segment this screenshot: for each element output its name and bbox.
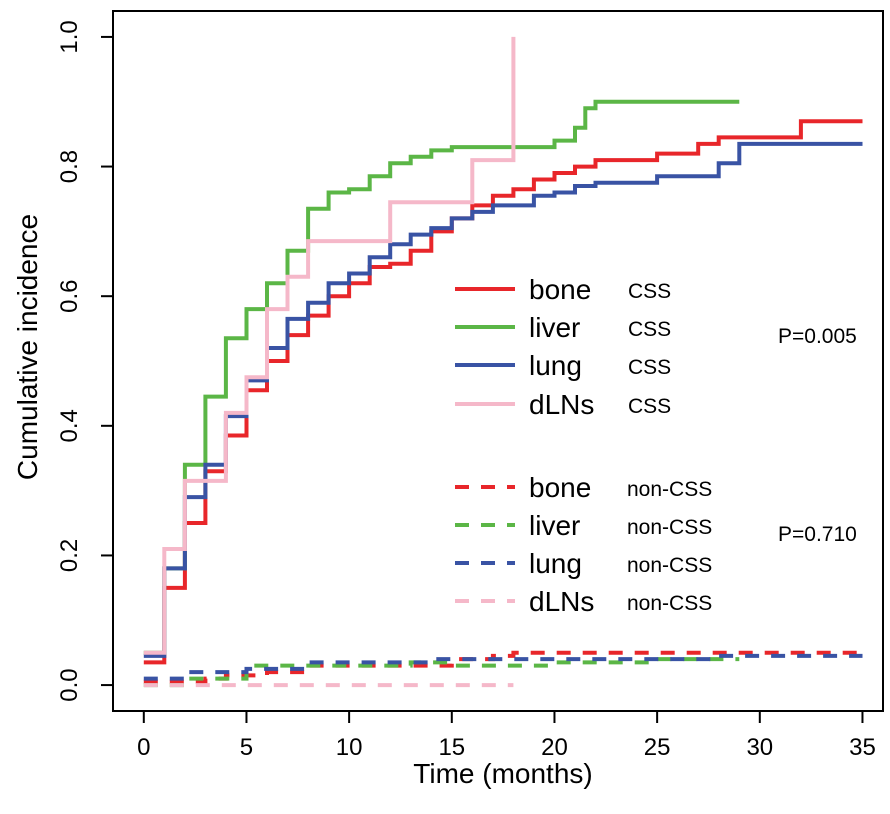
x-axis: 0 5 10 15 20 25 30 35 (137, 711, 876, 761)
legend-series-name: bone (529, 274, 591, 305)
legend-series-group: CSS (628, 280, 671, 303)
curve-bone-css (144, 121, 863, 662)
legend-series-name: dLNs (529, 389, 594, 420)
x-tick-label: 35 (849, 734, 876, 761)
legend-series-group: CSS (628, 395, 671, 418)
x-tick-label: 20 (541, 734, 568, 761)
x-axis-title: Time (months) (413, 758, 592, 789)
legend-series-name: bone (529, 472, 591, 503)
p-value-non-css: P=0.710 (778, 523, 857, 546)
y-tick-label: 0.2 (56, 539, 83, 572)
y-tick-label: 0.4 (56, 409, 83, 442)
legend-series-name: dLNs (529, 586, 594, 617)
y-tick-label: 1.0 (56, 20, 83, 53)
x-tick-label: 10 (336, 734, 363, 761)
p-value-css: P=0.005 (778, 325, 857, 348)
x-tick-label: 5 (240, 734, 253, 761)
curve-liver-non-css (144, 659, 740, 685)
curve-lung-css (144, 144, 863, 656)
legend: bone CSS liver CSS lung CSS dLNs CSS bone non-CSS… (455, 274, 712, 617)
curve-dlns-css (144, 37, 514, 653)
legend-series-name: liver (529, 312, 580, 343)
legend-series-group: non-CSS (627, 516, 712, 539)
legend-series-group: CSS (628, 356, 671, 379)
y-tick-label: 0.6 (56, 279, 83, 312)
legend-series-group: non-CSS (627, 592, 712, 615)
legend-series-group: non-CSS (627, 554, 712, 577)
y-tick-label: 0.8 (56, 150, 83, 183)
legend-series-group: CSS (628, 318, 671, 341)
legend-series-name: lung (529, 350, 582, 381)
y-axis-title: Cumulative incidence (12, 214, 43, 480)
x-tick-label: 25 (644, 734, 671, 761)
legend-series-name: lung (529, 548, 582, 579)
x-tick-label: 30 (746, 734, 773, 761)
x-tick-label: 15 (438, 734, 465, 761)
x-tick-label: 0 (137, 734, 150, 761)
legend-series-name: liver (529, 510, 580, 541)
legend-series-group: non-CSS (627, 478, 712, 501)
series-curves (144, 37, 863, 685)
y-axis: 0.0 0.2 0.4 0.6 0.8 1.0 (56, 20, 113, 702)
y-tick-label: 0.0 (56, 668, 83, 701)
plot-frame (113, 11, 883, 711)
